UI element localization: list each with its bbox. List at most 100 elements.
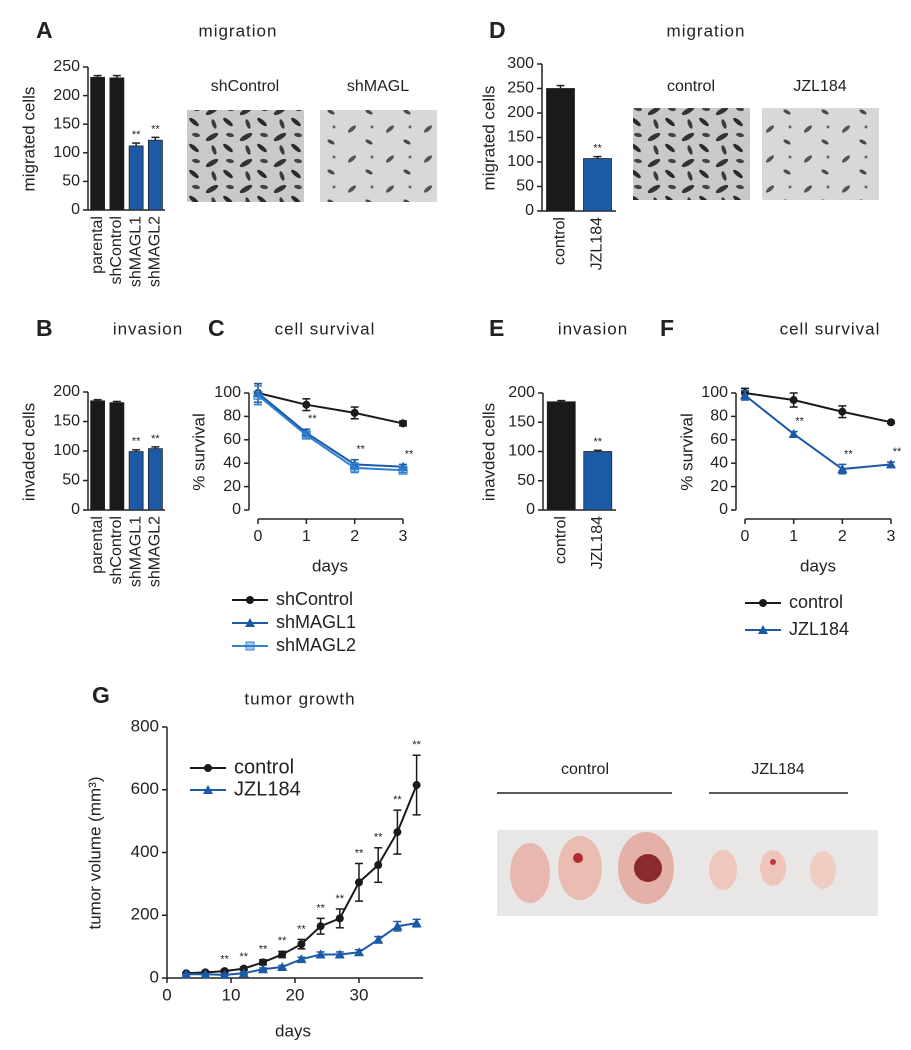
y-axis-label: tumor volume (mm³) bbox=[85, 776, 104, 929]
micrograph bbox=[320, 110, 437, 202]
y-tick-label: 100 bbox=[701, 384, 728, 401]
marker bbox=[296, 954, 307, 964]
marker bbox=[887, 418, 895, 427]
tumor bbox=[810, 851, 836, 889]
chart-title: invasion bbox=[113, 319, 183, 338]
panel-letter: C bbox=[208, 315, 225, 341]
significance: ** bbox=[151, 433, 160, 445]
y-tick-label: 400 bbox=[131, 842, 159, 861]
x-axis-label: days bbox=[800, 556, 836, 575]
significance: ** bbox=[405, 448, 414, 460]
significance: ** bbox=[593, 143, 602, 155]
tumor-spot bbox=[573, 853, 583, 863]
significance: ** bbox=[297, 923, 306, 935]
chart-title: cell survival bbox=[275, 319, 376, 338]
significance: ** bbox=[795, 416, 804, 428]
y-tick-label: 200 bbox=[507, 104, 534, 121]
panel-letter: B bbox=[36, 315, 53, 341]
marker bbox=[374, 861, 383, 870]
x-tick-label: shMAGL2 bbox=[147, 216, 164, 287]
chart-title: migration bbox=[667, 21, 746, 40]
y-tick-label: 40 bbox=[710, 454, 728, 471]
y-tick-label: 40 bbox=[223, 454, 241, 471]
marker bbox=[259, 958, 267, 967]
marker bbox=[411, 918, 422, 928]
x-tick-label: control bbox=[552, 516, 569, 564]
y-tick-label: 100 bbox=[214, 384, 241, 401]
x-tick-label: 2 bbox=[838, 528, 847, 545]
x-tick-label: JZL184 bbox=[589, 217, 606, 270]
marker bbox=[886, 459, 896, 469]
panel-letter: F bbox=[660, 315, 674, 341]
tumor bbox=[709, 850, 737, 890]
x-tick-label: 0 bbox=[162, 985, 171, 1004]
y-tick-label: 200 bbox=[508, 384, 535, 401]
legend-label: control bbox=[789, 592, 843, 612]
marker bbox=[354, 947, 364, 957]
y-tick-label: 50 bbox=[517, 472, 535, 489]
marker bbox=[355, 878, 363, 887]
legend-label: shControl bbox=[276, 589, 353, 609]
panel-letter: D bbox=[489, 17, 506, 43]
y-axis-label: migrated cells bbox=[19, 87, 38, 192]
micrograph bbox=[187, 110, 304, 202]
chart-title: migration bbox=[199, 21, 278, 40]
significance: ** bbox=[844, 448, 853, 460]
y-tick-label: 0 bbox=[150, 967, 159, 986]
x-tick-label: 3 bbox=[399, 528, 408, 545]
significance: ** bbox=[240, 951, 249, 963]
image-label: control bbox=[667, 78, 715, 95]
significance: ** bbox=[278, 935, 287, 947]
panel-letter: E bbox=[489, 315, 504, 341]
series-line bbox=[744, 392, 892, 424]
y-tick-label: 250 bbox=[507, 80, 534, 97]
y-tick-label: 600 bbox=[131, 779, 159, 798]
marker bbox=[350, 463, 360, 473]
tumor-photo: control JZL184 bbox=[497, 761, 878, 916]
marker bbox=[758, 625, 768, 634]
chart-title: tumor growth bbox=[244, 689, 355, 708]
y-tick-label: 0 bbox=[232, 501, 241, 518]
significance: ** bbox=[151, 123, 160, 135]
y-tick-label: 20 bbox=[223, 478, 241, 495]
x-axis-label: days bbox=[312, 556, 348, 575]
significance: ** bbox=[356, 444, 365, 456]
marker bbox=[245, 618, 255, 627]
bar bbox=[128, 145, 144, 211]
marker bbox=[301, 430, 311, 440]
tumor bbox=[760, 850, 786, 886]
tumor bbox=[558, 836, 602, 900]
series-line bbox=[257, 392, 404, 425]
marker bbox=[297, 940, 306, 949]
marker bbox=[200, 969, 211, 979]
series-line bbox=[257, 394, 404, 472]
y-tick-label: 80 bbox=[223, 408, 241, 425]
y-tick-label: 60 bbox=[710, 431, 728, 448]
y-tick-label: 0 bbox=[525, 202, 534, 219]
y-tick-label: 0 bbox=[71, 201, 80, 218]
x-tick-label: 10 bbox=[222, 985, 241, 1004]
legend-label: control bbox=[234, 756, 294, 778]
marker bbox=[246, 596, 254, 604]
marker bbox=[245, 641, 255, 651]
y-tick-label: 0 bbox=[526, 501, 535, 518]
legend-label: JZL184 bbox=[789, 619, 849, 639]
x-tick-label: parental bbox=[89, 216, 106, 274]
y-axis-label: invaded cells bbox=[19, 403, 38, 501]
x-tick-label: 20 bbox=[286, 985, 305, 1004]
marker bbox=[740, 390, 750, 400]
significance: ** bbox=[220, 954, 229, 966]
marker bbox=[277, 962, 288, 972]
chart-title: cell survival bbox=[780, 319, 881, 338]
x-tick-label: 2 bbox=[350, 528, 359, 545]
y-tick-label: 150 bbox=[507, 129, 534, 146]
significance: ** bbox=[893, 446, 902, 458]
tumor-spot bbox=[634, 854, 662, 882]
y-tick-label: 300 bbox=[507, 55, 534, 72]
significance: ** bbox=[593, 436, 602, 448]
bar bbox=[128, 451, 144, 511]
chart-title: invasion bbox=[558, 319, 628, 338]
x-tick-label: 0 bbox=[741, 528, 750, 545]
bar bbox=[147, 448, 163, 511]
panel-letter: G bbox=[92, 682, 110, 708]
